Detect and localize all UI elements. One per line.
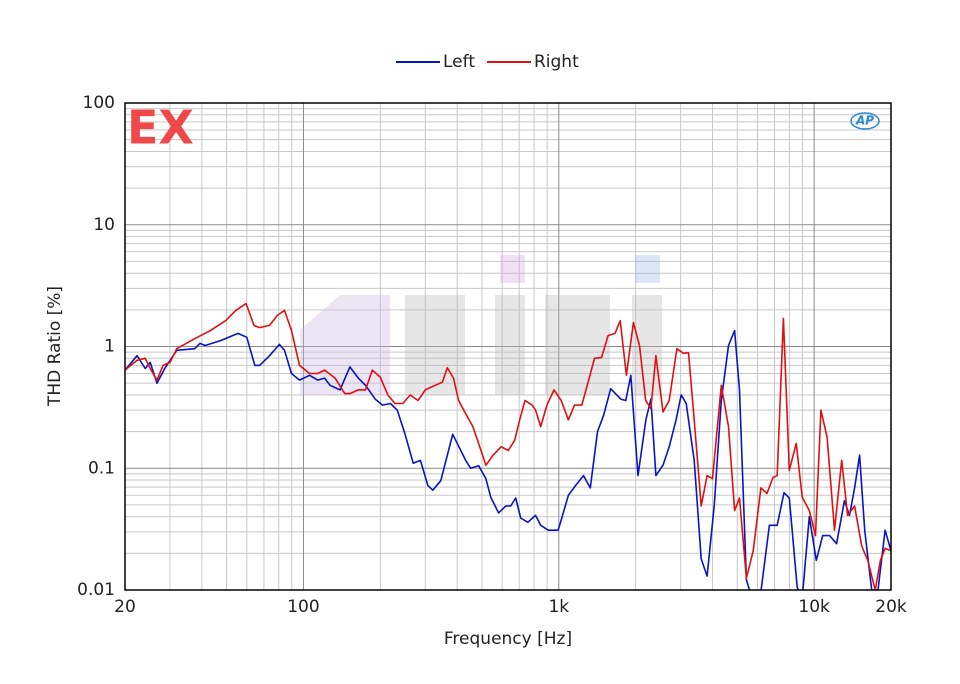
series-line — [125, 302, 891, 590]
y-tick-label: 0.01 — [77, 580, 115, 600]
watermark-shape — [632, 295, 662, 395]
ap-logo-text: AP — [855, 114, 874, 128]
x-tick-label: 20 — [114, 597, 136, 617]
y-tick-label: 1 — [104, 337, 115, 357]
y-tick-label: 100 — [83, 93, 115, 113]
watermark-shape — [495, 295, 525, 395]
x-tick-label: 20k — [875, 597, 907, 617]
legend-label: Right — [534, 52, 579, 72]
x-axis-label: Frequency [Hz] — [444, 629, 572, 649]
watermark-shape — [545, 295, 610, 395]
plot-lines — [125, 302, 891, 590]
y-tick-label: 0.1 — [88, 458, 115, 478]
x-tick-label: 1k — [548, 597, 569, 617]
x-tick-label: 10k — [798, 597, 830, 617]
ap-logo — [850, 112, 880, 130]
watermark-shape — [500, 255, 525, 283]
watermark-shape — [300, 295, 390, 395]
legend: Left Right — [396, 52, 579, 72]
watermark-shape — [635, 255, 660, 283]
grid — [124, 102, 892, 591]
watermark-shape — [405, 295, 465, 395]
ex-badge: EX — [127, 101, 194, 155]
x-tick-label: 100 — [287, 597, 319, 617]
legend-label: Left — [443, 52, 475, 72]
watermark — [300, 255, 662, 395]
y-tick-label: 10 — [93, 215, 115, 235]
plot-frame — [124, 102, 892, 591]
y-axis-label: THD Ratio [%] — [45, 286, 65, 407]
series-line — [125, 329, 891, 590]
